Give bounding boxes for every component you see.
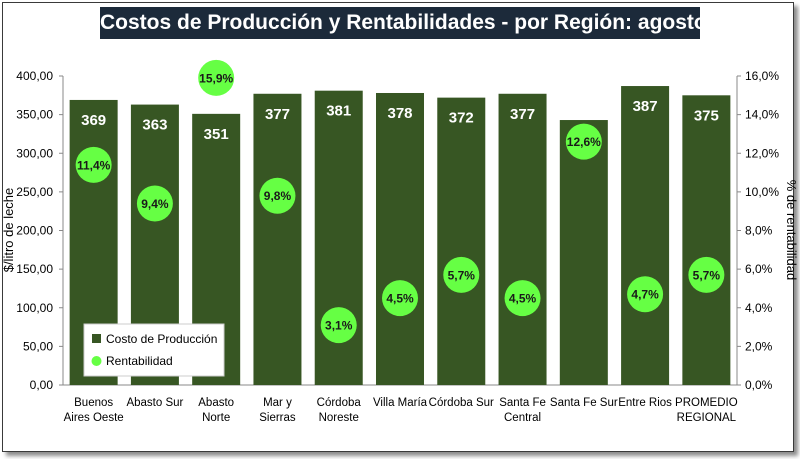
y2-tick-label: 14,0%	[745, 108, 779, 122]
bar	[437, 97, 486, 385]
y-tick-label: 350,00	[16, 108, 53, 122]
rentabilidad-label: 11,4%	[77, 158, 111, 172]
bar-value-label: 381	[326, 103, 351, 120]
bar-value-label: 369	[81, 112, 106, 129]
legend-bar-swatch	[92, 334, 101, 343]
rentabilidad-marker	[382, 280, 418, 317]
rentabilidad-label: 9,8%	[264, 189, 292, 203]
bar	[559, 120, 608, 385]
rentabilidad-label: 4,5%	[386, 292, 414, 306]
y2-tick-label: 2,0%	[745, 339, 773, 353]
bar-value-label: 351	[204, 126, 229, 143]
y-tick-label: 150,00	[16, 262, 53, 276]
rentabilidad-marker	[443, 256, 480, 293]
x-tick-label: Mar y	[263, 397, 292, 409]
y-axis-label: $/litro de leche	[1, 188, 16, 273]
x-tick-label: Abasto	[198, 397, 234, 409]
rentabilidad-marker	[320, 307, 357, 344]
y-tick-label: 200,00	[16, 224, 53, 238]
x-tick-label: Córdoba Sur	[429, 397, 494, 409]
bar-value-label: 375	[694, 107, 719, 124]
y2-tick-label: 8,0%	[745, 224, 773, 238]
x-tick-label: Abasto Sur	[126, 397, 183, 409]
rentabilidad-marker	[688, 256, 725, 293]
rentabilidad-marker	[75, 146, 112, 183]
x-tick-label: Villa María	[373, 397, 428, 409]
legend: Costo de Producción Rentabilidad	[83, 323, 225, 377]
bar	[682, 95, 731, 385]
y2-axis-label: % de rentabilidad	[784, 180, 799, 280]
y-tick-label: 300,00	[16, 146, 53, 160]
legend-label-rentabilidad: Rentabilidad	[106, 354, 173, 368]
y-tick-label: 400,00	[16, 69, 53, 83]
y2-tick-label: 0,0%	[745, 378, 773, 392]
rentabilidad-label: 5,7%	[448, 268, 476, 282]
bar	[621, 86, 670, 385]
rentabilidad-label: 5,7%	[693, 268, 721, 282]
y2-tick-label: 6,0%	[745, 262, 773, 276]
x-tick-label: Córdoba	[317, 397, 362, 409]
rentabilidad-label: 3,1%	[325, 319, 353, 333]
x-tick-label: REGIONAL	[677, 412, 737, 424]
bar-value-label: 387	[633, 98, 658, 115]
bar	[253, 93, 302, 385]
rentabilidad-label: 12,6%	[567, 135, 601, 149]
rentabilidad-label: 4,7%	[631, 288, 659, 302]
x-tick-label: Norte	[202, 412, 230, 424]
bar-value-label: 363	[142, 117, 167, 134]
rentabilidad-label: 15,9%	[199, 71, 233, 85]
bar-value-label: 377	[510, 106, 535, 123]
y2-tick-label: 4,0%	[745, 301, 773, 315]
y-tick-label: 250,00	[16, 185, 53, 199]
y2-tick-label: 12,0%	[745, 146, 779, 160]
y2-tick-label: 10,0%	[745, 185, 779, 199]
rentabilidad-marker	[136, 185, 173, 222]
x-tick-label: Central	[504, 412, 541, 424]
rentabilidad-marker	[565, 123, 602, 160]
x-tick-label: Santa Fe	[499, 397, 546, 409]
y2-tick-label: 16,0%	[745, 69, 779, 83]
x-tick-label: PROMEDIO	[675, 397, 738, 409]
x-tick-label: Noreste	[319, 412, 359, 424]
rentabilidad-marker	[259, 177, 296, 214]
y-tick-label: 50,00	[23, 339, 53, 353]
x-tick-label: Entre Rios	[618, 397, 672, 409]
legend-label-cost: Costo de Producción	[106, 332, 217, 346]
x-tick-label: Santa Fe Sur	[550, 397, 618, 409]
rentabilidad-marker	[504, 280, 541, 317]
bar	[376, 92, 424, 386]
rentabilidad-marker	[198, 59, 235, 96]
rentabilidad-marker	[627, 276, 664, 313]
x-tick-label: Buenos	[74, 397, 113, 409]
bar-value-label: 377	[265, 106, 290, 123]
legend-marker-swatch	[91, 356, 102, 366]
chart-title: Costos de Producción y Rentabilidades - …	[100, 7, 700, 39]
y-tick-label: 100,00	[16, 301, 53, 315]
bar-value-label: 372	[449, 110, 474, 127]
y-tick-label: 0,00	[30, 378, 54, 392]
legend-box	[83, 323, 225, 377]
rentabilidad-label: 4,5%	[509, 292, 537, 306]
markers-group: 11,4% 9,4% 15,9% 9,8% 3,1% 4,5% 5,7% 4,5% 12,6% 4…	[75, 59, 725, 344]
rentabilidad-label: 9,4%	[141, 197, 169, 211]
bar	[498, 93, 547, 385]
bar-value-label: 378	[387, 105, 412, 122]
x-tick-label: Sierras	[259, 412, 296, 424]
x-tick-label: Aires Oeste	[64, 412, 124, 424]
